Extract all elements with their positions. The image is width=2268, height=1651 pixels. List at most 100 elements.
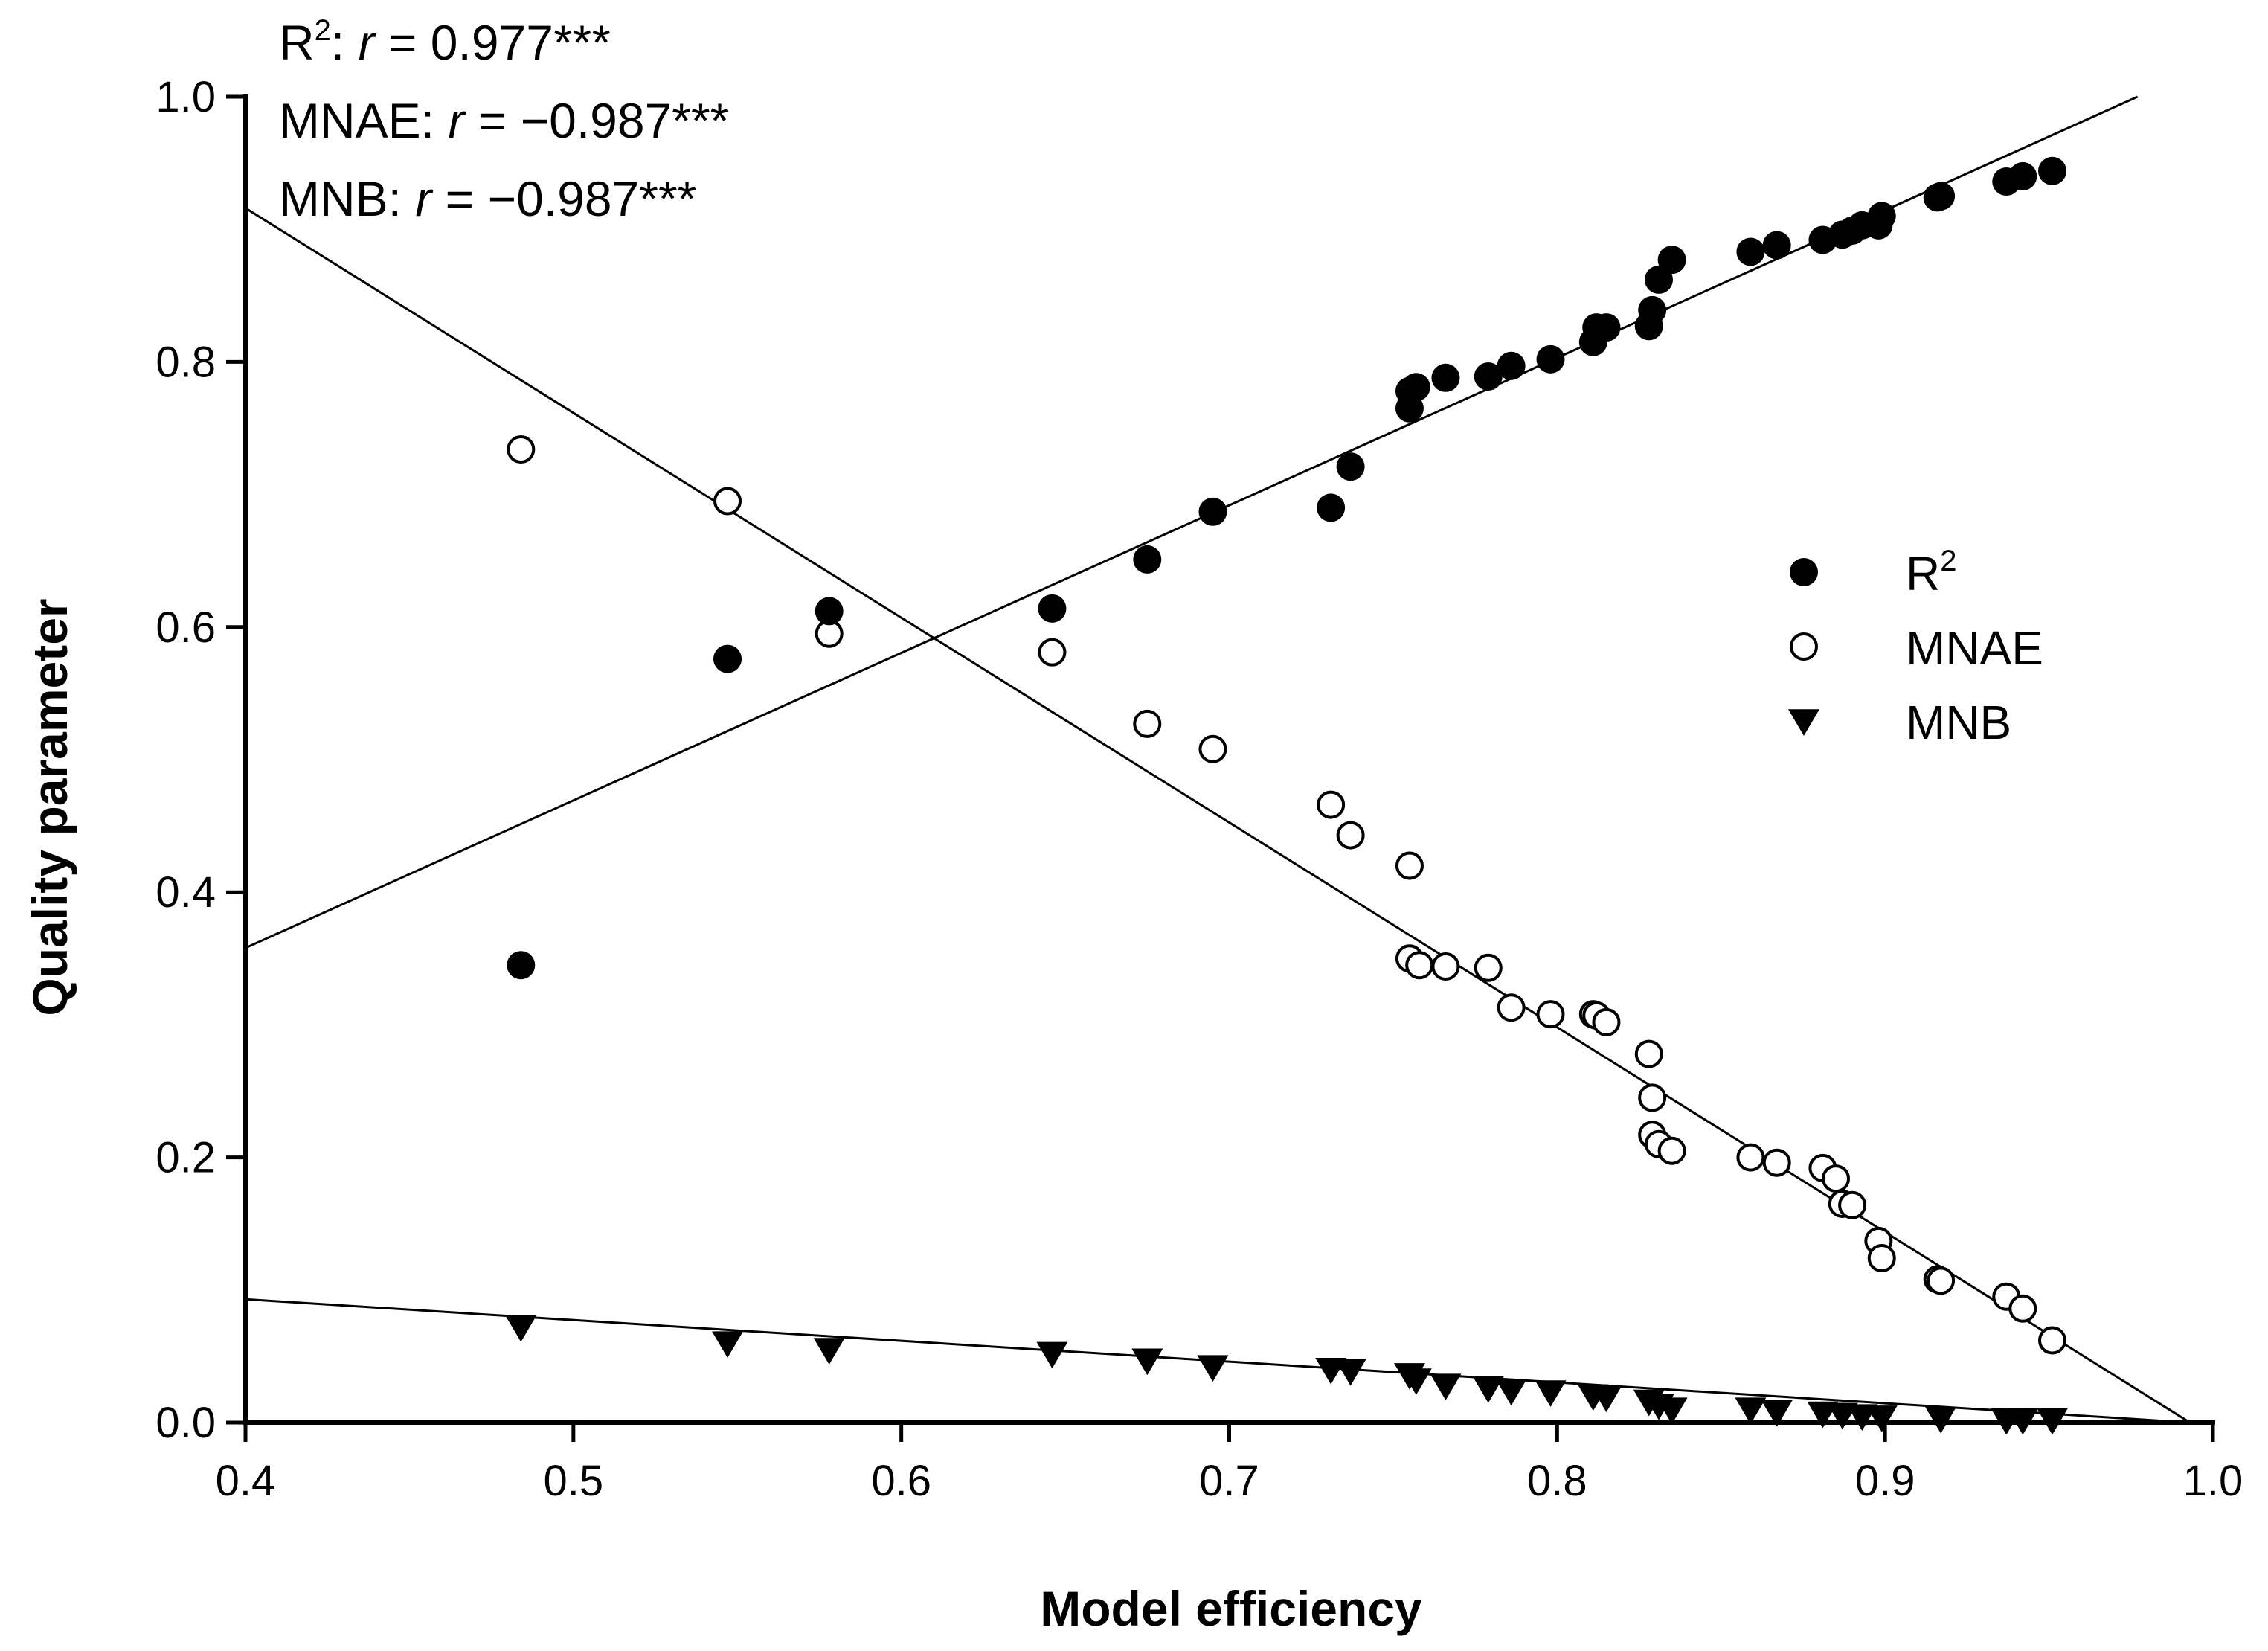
annotation-label: R bbox=[279, 15, 315, 70]
legend-label-main: MNB bbox=[1906, 696, 2011, 749]
y-tick-label: 0.6 bbox=[155, 603, 216, 652]
legend-marker-r2 bbox=[1790, 558, 1818, 586]
mnae-point bbox=[1336, 821, 1365, 850]
r2-point bbox=[1198, 497, 1227, 526]
legend-label-main: R bbox=[1906, 547, 1940, 600]
r2-point bbox=[1592, 313, 1621, 342]
data-markers bbox=[505, 156, 2068, 1435]
x-tick-label: 0.8 bbox=[1527, 1457, 1587, 1505]
mnb-point bbox=[1535, 1380, 1567, 1407]
r2-point bbox=[1536, 344, 1565, 374]
mnae-point bbox=[1592, 1007, 1621, 1036]
annotation-r: r bbox=[448, 93, 466, 148]
r2-point bbox=[1638, 295, 1667, 324]
annotation-r: r bbox=[415, 171, 434, 226]
y-ticks: 0.0 0.2 0.4 0.6 0.8 1.0 bbox=[155, 73, 245, 1447]
mnb-point bbox=[1131, 1348, 1163, 1376]
mnb-point bbox=[2007, 1408, 2039, 1435]
mnae-point bbox=[1927, 1266, 1956, 1295]
correlation-annotations: R2: r = 0.977***MNAE: r = −0.987***MNB: … bbox=[279, 14, 729, 226]
r2-point bbox=[1401, 373, 1430, 402]
mnb-point bbox=[1866, 1405, 1898, 1432]
annotation-label: MNAE bbox=[279, 93, 421, 148]
mnae-point bbox=[1838, 1190, 1867, 1219]
legend-label-main: MNAE bbox=[1906, 621, 2043, 675]
mnb-point bbox=[1472, 1376, 1504, 1403]
legend-label: R2 bbox=[1906, 545, 1956, 600]
mnae-point bbox=[1405, 951, 1434, 980]
series-mnae bbox=[507, 435, 2066, 1355]
y-tick-label: 1.0 bbox=[155, 73, 216, 121]
legend-marker-mnb bbox=[1788, 709, 1819, 736]
fit-line-mnae bbox=[245, 207, 2191, 1424]
r2-point bbox=[2037, 156, 2066, 185]
x-tick-label: 0.9 bbox=[1855, 1457, 1915, 1505]
r2-point bbox=[1038, 594, 1067, 623]
r2-point bbox=[1927, 182, 1956, 211]
axes bbox=[243, 94, 2215, 1425]
mnae-point bbox=[1317, 790, 1346, 819]
mnae-point bbox=[1736, 1143, 1765, 1172]
mnb-point bbox=[1735, 1397, 1767, 1425]
annotation-label: MNB bbox=[279, 171, 388, 226]
mnb-point bbox=[1590, 1385, 1622, 1413]
legend-label: MNAE bbox=[1906, 621, 2043, 675]
series-mnb bbox=[505, 1315, 2068, 1435]
r2-point bbox=[1474, 362, 1503, 391]
r2-point bbox=[1497, 351, 1526, 380]
mnae-point bbox=[1822, 1164, 1851, 1193]
series-r2 bbox=[507, 156, 2066, 980]
x-tick-label: 1.0 bbox=[2183, 1457, 2243, 1505]
mnb-point bbox=[712, 1331, 744, 1359]
annotation-value: = −0.987*** bbox=[431, 171, 696, 226]
legend: R2 MNAE MNB bbox=[1788, 545, 2043, 749]
x-axis-title: Model efficiency bbox=[1040, 1581, 1422, 1636]
mnae-point bbox=[2037, 1326, 2066, 1355]
mnb-point bbox=[1656, 1397, 1688, 1425]
legend-label-sup: 2 bbox=[1940, 545, 1956, 577]
y-tick-label: 0.2 bbox=[155, 1134, 216, 1182]
x-tick-label: 0.5 bbox=[544, 1457, 604, 1505]
r2-point bbox=[1317, 493, 1346, 522]
annotation-r: r bbox=[359, 15, 377, 70]
r2-point bbox=[1133, 545, 1162, 574]
mnae-point bbox=[1133, 709, 1162, 738]
mnae-point bbox=[1657, 1136, 1686, 1165]
x-tick-label: 0.7 bbox=[1199, 1457, 1259, 1505]
mnb-point bbox=[1197, 1355, 1229, 1382]
x-tick-label: 0.6 bbox=[871, 1457, 931, 1505]
x-ticks: 0.4 0.5 0.6 0.7 0.8 0.9 1.0 bbox=[216, 1423, 2243, 1505]
y-tick-label: 0.4 bbox=[155, 868, 216, 917]
r2-point bbox=[1644, 265, 1673, 294]
annotation-value: = 0.977*** bbox=[375, 15, 611, 70]
mnb-point bbox=[1495, 1379, 1527, 1406]
r2-point bbox=[1336, 452, 1365, 481]
mnb-point bbox=[505, 1315, 537, 1342]
mnb-point bbox=[813, 1338, 845, 1365]
mnb-point bbox=[1036, 1341, 1068, 1369]
mnb-point bbox=[1430, 1373, 1462, 1401]
legend-marker-mnae bbox=[1790, 632, 1818, 661]
mnb-point bbox=[2036, 1408, 2068, 1435]
r2-point bbox=[507, 951, 536, 980]
annotation-colon: : bbox=[331, 15, 359, 70]
mnae-point bbox=[713, 487, 742, 516]
annotation-mnae: MNAE: r = −0.987*** bbox=[279, 93, 729, 148]
mnae-point bbox=[1867, 1244, 1896, 1273]
annotation-colon: : bbox=[421, 93, 449, 148]
mnae-point bbox=[1536, 1000, 1565, 1029]
r2-point bbox=[1657, 246, 1686, 275]
mnae-point bbox=[1474, 953, 1503, 982]
r2-point bbox=[713, 644, 742, 673]
mnae-point bbox=[1634, 1039, 1663, 1068]
mnb-point bbox=[1400, 1368, 1432, 1395]
mnae-point bbox=[1038, 638, 1067, 667]
y-axis-title: Quality parameter bbox=[22, 598, 77, 1016]
mnae-point bbox=[1497, 993, 1526, 1022]
r2-point bbox=[1762, 231, 1791, 260]
legend-label: MNB bbox=[1906, 696, 2011, 749]
mnae-point bbox=[1762, 1148, 1791, 1177]
mnae-point bbox=[1638, 1083, 1667, 1112]
annotation-value: = −0.987*** bbox=[464, 93, 729, 148]
